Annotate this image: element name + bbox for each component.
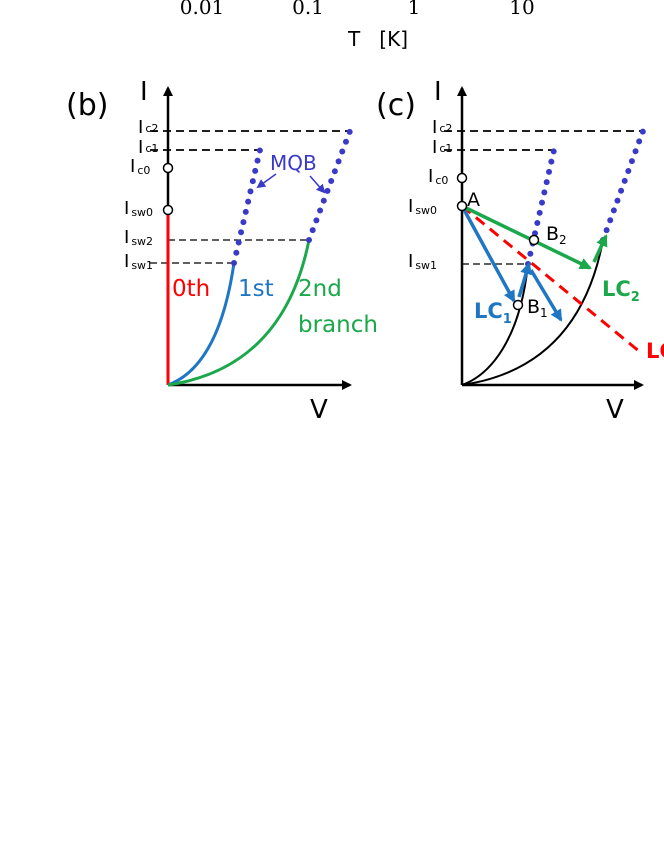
- panel-c-branch-2nd: [461, 239, 604, 386]
- panel-b-mqb-branch-1: [231, 147, 263, 266]
- panel-b-label-branch: branch: [298, 312, 378, 338]
- panel-b-mqb-arrow-1: [256, 173, 277, 189]
- panel-b-x-axis-label: V: [310, 395, 328, 425]
- panel-c-marker-a: [456, 200, 468, 212]
- panel-b-label-2nd: 2nd: [298, 276, 342, 302]
- panel-c-lc1-arrow-1: [460, 205, 516, 303]
- panel-c-point-b2-label: B2: [546, 223, 567, 247]
- tick-label-1: 1: [408, 0, 421, 19]
- panel-c-lc2-label: LC2: [602, 277, 640, 305]
- panel-c-lc1-label: LC1: [474, 299, 512, 327]
- panel-b-label-0th: 0th: [172, 276, 210, 302]
- panel-c-lc2-arrow-1: [461, 204, 592, 270]
- panel-c-load-line-lc: [461, 204, 641, 354]
- panel-c-lc-label: LC: [646, 339, 664, 363]
- panel-c-lc2-arrow-2: [592, 234, 608, 263]
- panel-c-marker-c0: [456, 172, 468, 184]
- panel-c-lc1-arrow-3: [529, 269, 563, 322]
- panel-c-branch-1st: [461, 263, 529, 386]
- panel-c-tag: (c): [376, 88, 416, 123]
- x-axis-title-temperature: T [K]: [347, 27, 408, 51]
- panel-b-label-1st: 1st: [238, 276, 274, 302]
- panel-b-branch-2nd: [167, 239, 311, 387]
- panel-b-branch-1st: [167, 262, 236, 387]
- panel-b-mqb-arrow-2: [309, 175, 326, 194]
- panel-c-point-b1-label: B1: [527, 296, 548, 320]
- panel-b-mqb-label: MQB: [270, 151, 317, 175]
- panel-b-mqb-branch-2: [306, 128, 353, 243]
- panel-b-tag: (b): [66, 88, 108, 123]
- panel-b-marker-sw0: [162, 204, 174, 216]
- top-temperature-axis: 0.01 0.1 1 10 T [K]: [180, 0, 535, 51]
- tick-label-0.01: 0.01: [180, 0, 225, 19]
- panel-c-y-axis-label: I: [434, 77, 442, 107]
- panel-c-marker-b1: [512, 299, 524, 311]
- panel-c-marker-b2: [528, 234, 540, 246]
- panel-c-x-axis-label: V: [606, 395, 624, 425]
- panel-c-point-a-label: A: [467, 189, 480, 211]
- panel-b-marker-c0: [162, 162, 174, 174]
- tick-label-0.1: 0.1: [292, 0, 324, 19]
- panel-c-mqb-branch-1: [525, 147, 557, 267]
- tick-label-10: 10: [509, 0, 534, 19]
- panel-c-lc1-arrow-2: [517, 262, 532, 298]
- panel-b-y-axis-label: I: [140, 77, 148, 107]
- panel-c-mqb-branch-2: [600, 128, 646, 243]
